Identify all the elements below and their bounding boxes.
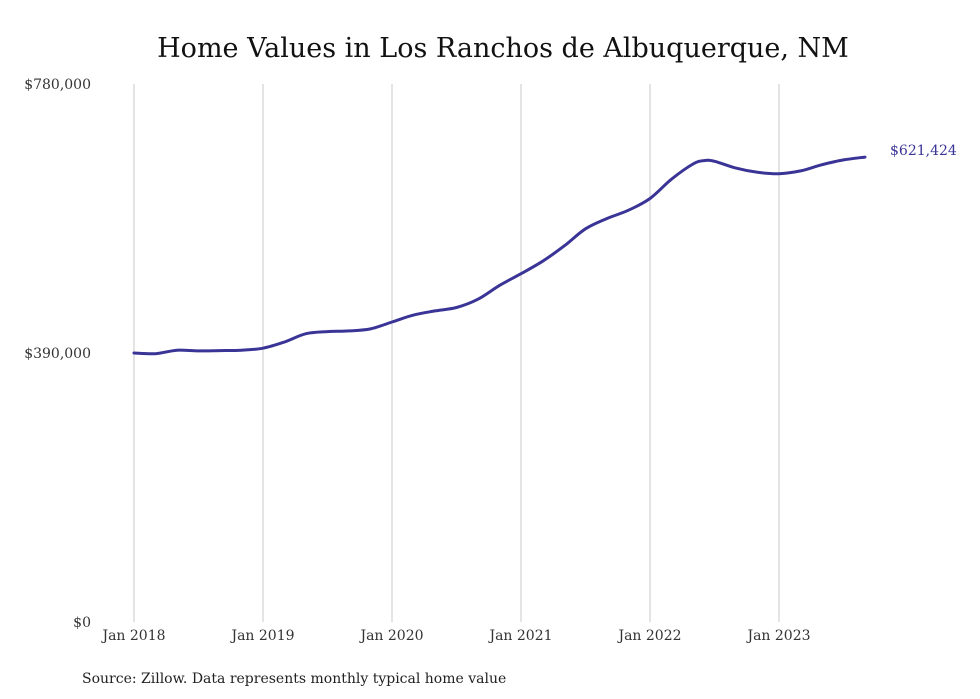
data-point	[326, 330, 330, 334]
gridlines	[133, 84, 780, 622]
end-value-label: $621,424	[890, 143, 957, 159]
data-point	[734, 166, 738, 170]
data-point	[347, 329, 351, 333]
data-point	[691, 162, 695, 166]
data-point	[562, 244, 566, 248]
data-point	[541, 259, 545, 263]
data-point	[304, 332, 308, 336]
data-point	[369, 327, 373, 331]
data-point	[799, 169, 803, 173]
series-line-home-value	[132, 155, 867, 356]
data-point	[132, 351, 136, 355]
x-tick-label: Jan 2021	[487, 628, 552, 644]
data-point	[476, 297, 480, 301]
data-point	[218, 349, 222, 353]
y-tick-label: $780,000	[24, 77, 91, 93]
x-tick-label: Jan 2022	[616, 628, 681, 644]
y-tick-label: $0	[73, 615, 91, 631]
data-point	[713, 159, 717, 163]
x-tick-label: Jan 2023	[745, 628, 810, 644]
y-axis-tick-labels: $0 $390,000 $780,000	[24, 77, 91, 631]
data-point	[154, 352, 158, 356]
series-layer: $621,424	[132, 143, 957, 356]
data-point	[283, 340, 287, 344]
data-point	[842, 158, 846, 162]
data-point	[648, 197, 652, 201]
data-point	[584, 227, 588, 231]
data-point	[670, 177, 674, 181]
x-tick-label: Jan 2020	[358, 628, 423, 644]
data-point	[777, 172, 781, 176]
data-point	[756, 170, 760, 174]
x-tick-label: Jan 2019	[229, 628, 294, 644]
data-point	[455, 306, 459, 310]
data-point	[702, 159, 706, 163]
data-point	[433, 309, 437, 313]
data-point	[197, 349, 201, 353]
data-point	[605, 217, 609, 221]
x-tick-label: Jan 2018	[100, 628, 165, 644]
chart-title: Home Values in Los Ranchos de Albuquerqu…	[157, 33, 849, 64]
data-point	[498, 283, 502, 287]
x-axis-tick-labels: Jan 2018 Jan 2019 Jan 2020 Jan 2021 Jan 2022…	[100, 628, 810, 644]
data-point	[412, 313, 416, 317]
data-point	[519, 272, 523, 276]
data-point	[240, 348, 244, 352]
y-tick-label: $390,000	[24, 346, 91, 362]
data-point	[261, 346, 265, 350]
data-point	[627, 208, 631, 212]
data-point	[175, 348, 179, 352]
data-point	[863, 155, 867, 159]
source-note: Source: Zillow. Data represents monthly …	[82, 671, 506, 687]
data-point	[390, 320, 394, 324]
data-point	[820, 163, 824, 167]
